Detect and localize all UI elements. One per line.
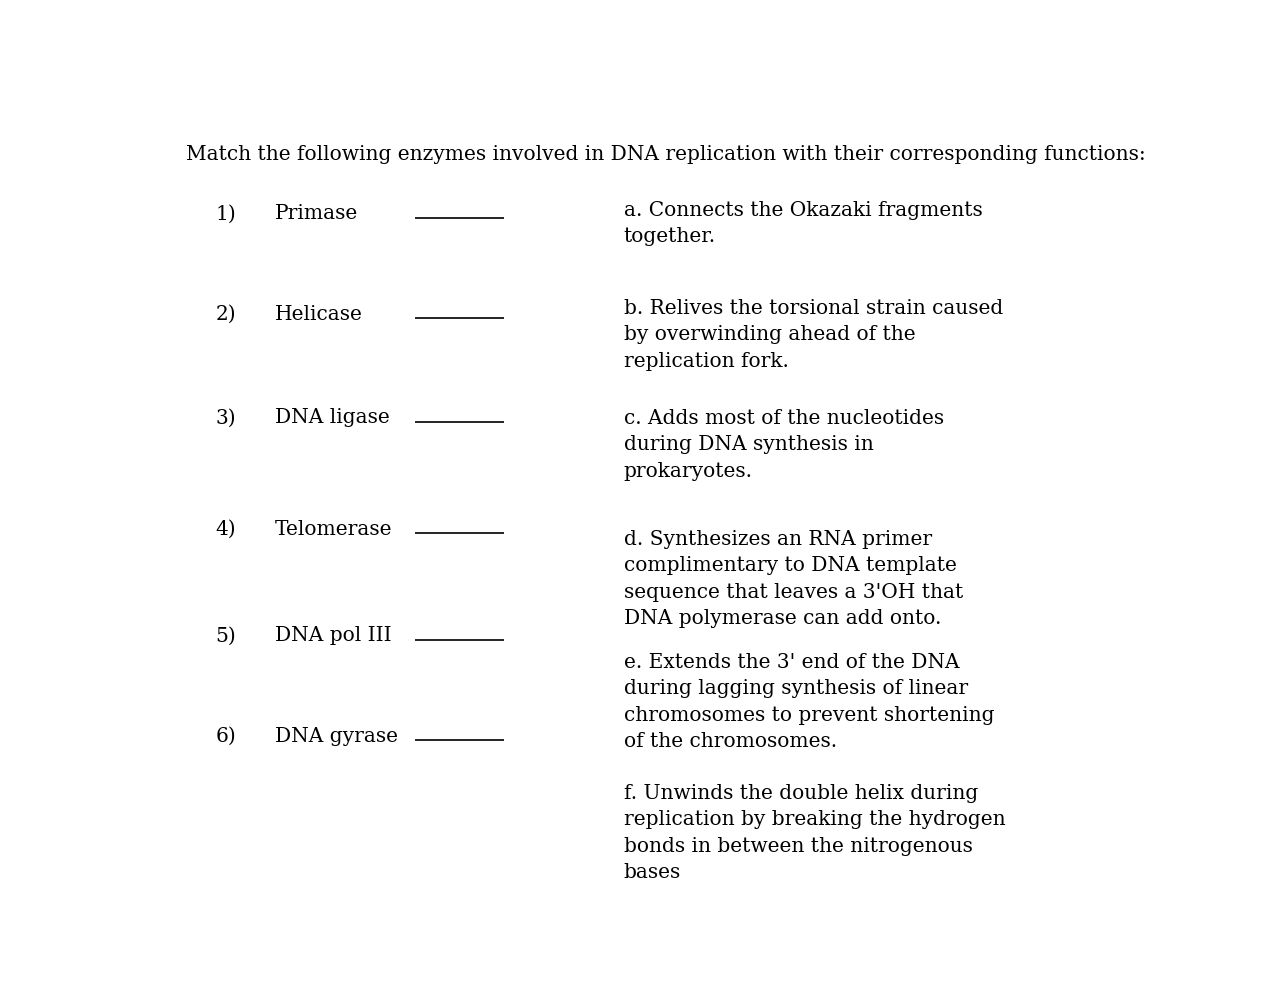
Text: DNA ligase: DNA ligase — [275, 408, 389, 427]
Text: DNA pol III: DNA pol III — [275, 626, 392, 645]
Text: Primase: Primase — [275, 204, 359, 223]
Text: 6): 6) — [216, 726, 236, 746]
Text: DNA gyrase: DNA gyrase — [275, 726, 398, 746]
Text: 3): 3) — [216, 408, 236, 427]
Text: c. Adds most of the nucleotides
during DNA synthesis in
prokaryotes.: c. Adds most of the nucleotides during D… — [623, 409, 943, 481]
Text: e. Extends the 3' end of the DNA
during lagging synthesis of linear
chromosomes : e. Extends the 3' end of the DNA during … — [623, 653, 995, 751]
Text: f. Unwinds the double helix during
replication by breaking the hydrogen
bonds in: f. Unwinds the double helix during repli… — [623, 784, 1005, 882]
Text: 1): 1) — [216, 204, 236, 223]
Text: Helicase: Helicase — [275, 305, 364, 324]
Text: b. Relives the torsional strain caused
by overwinding ahead of the
replication f: b. Relives the torsional strain caused b… — [623, 299, 1004, 371]
Text: 2): 2) — [216, 305, 236, 324]
Text: Telomerase: Telomerase — [275, 520, 393, 539]
Text: 4): 4) — [216, 520, 236, 539]
Text: a. Connects the Okazaki fragments
together.: a. Connects the Okazaki fragments togeth… — [623, 201, 983, 246]
Text: Match the following enzymes involved in DNA replication with their corresponding: Match the following enzymes involved in … — [185, 145, 1145, 164]
Text: 5): 5) — [216, 626, 236, 645]
Text: d. Synthesizes an RNA primer
complimentary to DNA template
sequence that leaves : d. Synthesizes an RNA primer complimenta… — [623, 530, 962, 628]
